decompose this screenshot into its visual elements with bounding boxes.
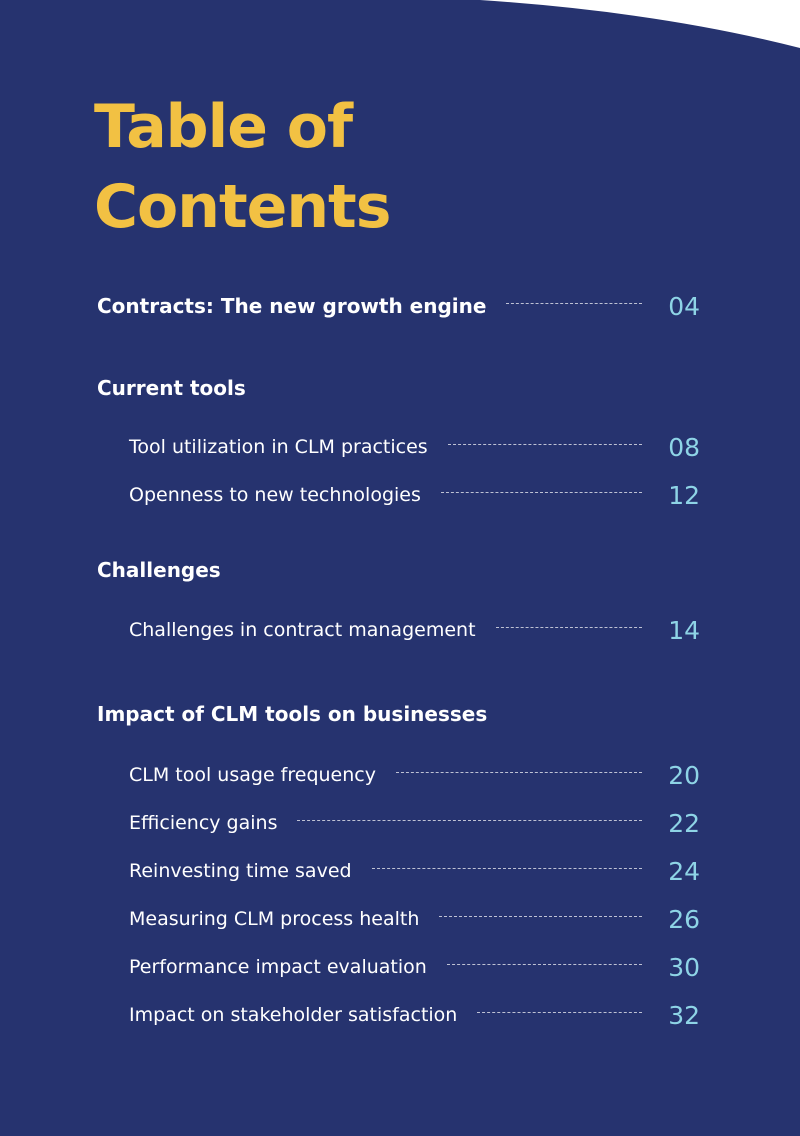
subsection-entry: Challenges in contract management 14 (129, 615, 700, 645)
page-number: 04 (668, 291, 700, 321)
entry-label: Tool utilization in CLM practices (129, 436, 428, 458)
subsection-entry: Impact on stakeholder satisfaction 32 (129, 1000, 700, 1030)
entry-label: CLM tool usage frequency (129, 764, 376, 786)
leader-dots (440, 491, 642, 493)
entry-label: Current tools (97, 376, 246, 400)
leader-dots (446, 963, 642, 965)
subsection-entry: Tool utilization in CLM practices 08 (129, 432, 700, 462)
page-number: 24 (668, 856, 700, 886)
leader-dots (477, 1011, 642, 1013)
subsection-entry: Measuring CLM process health 26 (129, 904, 700, 934)
entry-label: Impact of CLM tools on businesses (97, 702, 488, 726)
subsection-entry: Openness to new technologies 12 (129, 480, 700, 510)
leader-dots (439, 915, 642, 917)
page-number: 22 (668, 808, 700, 838)
entry-label: Challenges (97, 558, 221, 582)
page-number: 32 (668, 1000, 700, 1030)
entry-label: Impact on stakeholder satisfaction (129, 1004, 458, 1026)
subsection-entry: Efficiency gains 22 (129, 808, 700, 838)
title-line: Contents (94, 172, 391, 242)
page-number: 30 (668, 952, 700, 982)
leader-dots (395, 771, 642, 773)
entry-label: Measuring CLM process health (129, 908, 420, 930)
leader-dots (297, 819, 642, 821)
entry-label: Openness to new technologies (129, 484, 421, 506)
page-number: 12 (668, 480, 700, 510)
section-entry: Impact of CLM tools on businesses (97, 699, 700, 729)
section-entry: Current tools (97, 373, 700, 403)
top-curve (480, 0, 800, 48)
entry-label: Contracts: The new growth engine (97, 294, 487, 318)
entry-label: Efficiency gains (129, 812, 278, 834)
page-number: 20 (668, 760, 700, 790)
page-number: 26 (668, 904, 700, 934)
subsection-entry: Reinvesting time saved 24 (129, 856, 700, 886)
entry-label: Performance impact evaluation (129, 956, 427, 978)
leader-dots (495, 626, 642, 628)
section-entry: Challenges (97, 555, 700, 585)
leader-dots (447, 443, 642, 445)
section-entry: Contracts: The new growth engine 04 (97, 291, 700, 321)
page-number: 08 (668, 432, 700, 462)
leader-dots (371, 867, 642, 869)
subsection-entry: Performance impact evaluation 30 (129, 952, 700, 982)
entry-label: Reinvesting time saved (129, 860, 352, 882)
page-number: 14 (668, 615, 700, 645)
subsection-entry: CLM tool usage frequency 20 (129, 760, 700, 790)
entry-label: Challenges in contract management (129, 619, 476, 641)
leader-dots (506, 302, 642, 304)
title-line: Table of (94, 92, 353, 162)
